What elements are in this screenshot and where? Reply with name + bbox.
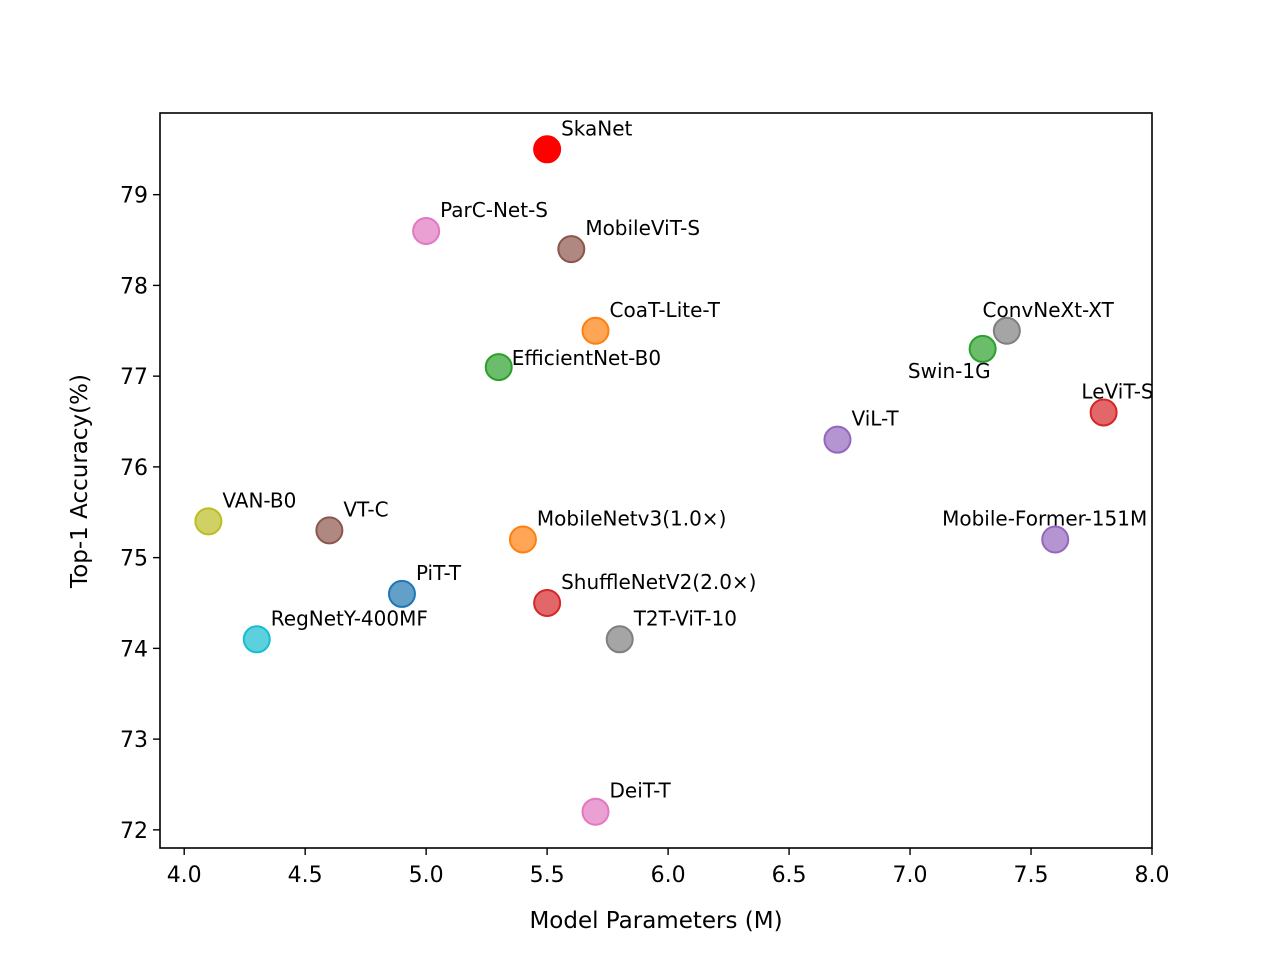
point-label: Swin-1G bbox=[908, 359, 991, 383]
data-point bbox=[581, 797, 610, 826]
y-axis-label: Top-1 Accuracy(%) bbox=[67, 374, 93, 589]
data-point bbox=[557, 235, 586, 264]
y-tick-label: 78 bbox=[120, 274, 148, 299]
point-label: PiT-T bbox=[416, 561, 462, 585]
data-point bbox=[484, 353, 513, 382]
x-tick-label: 4.0 bbox=[167, 863, 202, 888]
plot-frame bbox=[159, 112, 1153, 849]
point-label: T2T-ViT-10 bbox=[633, 606, 737, 630]
point-label: DeiT-T bbox=[610, 779, 672, 803]
point-label: VT-C bbox=[343, 497, 388, 521]
y-tick-label: 74 bbox=[120, 637, 148, 662]
point-label: ParC-Net-S bbox=[440, 198, 548, 222]
point-label: VAN-B0 bbox=[222, 488, 296, 512]
data-point bbox=[1089, 398, 1118, 427]
x-tick-label: 6.5 bbox=[772, 863, 807, 888]
x-tick-label: 7.5 bbox=[1014, 863, 1049, 888]
data-point bbox=[605, 625, 634, 654]
y-tick-label: 76 bbox=[120, 456, 148, 481]
data-point bbox=[412, 216, 441, 245]
data-point bbox=[581, 316, 610, 345]
point-label: MobileNetv3(1.0×) bbox=[537, 506, 726, 530]
data-point bbox=[242, 625, 271, 654]
data-point bbox=[315, 516, 344, 545]
x-tick-label: 8.0 bbox=[1135, 863, 1170, 888]
data-point bbox=[823, 425, 852, 454]
x-tick-label: 4.5 bbox=[288, 863, 323, 888]
x-tick-label: 5.5 bbox=[530, 863, 565, 888]
data-point bbox=[194, 507, 223, 536]
point-label: RegNetY-400MF bbox=[271, 606, 428, 630]
x-axis-label: Model Parameters (M) bbox=[529, 908, 782, 934]
y-tick-label: 79 bbox=[120, 184, 148, 209]
y-tick-label: 73 bbox=[120, 728, 148, 753]
data-point bbox=[508, 525, 537, 554]
y-tick-label: 75 bbox=[120, 547, 148, 572]
data-point bbox=[533, 589, 562, 617]
point-label: ConvNeXt-XT bbox=[983, 298, 1115, 322]
data-point bbox=[533, 135, 562, 164]
data-point bbox=[1041, 525, 1070, 554]
point-label: Mobile-Former-151M bbox=[942, 506, 1147, 530]
point-label: ViL-T bbox=[851, 407, 899, 431]
data-point bbox=[387, 579, 416, 608]
x-tick-label: 6.0 bbox=[651, 863, 686, 888]
x-tick-label: 5.0 bbox=[409, 863, 444, 888]
data-point bbox=[992, 316, 1021, 345]
y-tick-label: 72 bbox=[120, 819, 148, 844]
data-point bbox=[968, 334, 997, 363]
point-label: EfficientNet-B0 bbox=[512, 346, 661, 370]
point-label: LeViT-S bbox=[1081, 379, 1153, 403]
y-tick-label: 77 bbox=[120, 365, 148, 390]
x-tick-label: 7.0 bbox=[893, 863, 928, 888]
point-label: MobileViT-S bbox=[585, 216, 700, 240]
point-label: CoaT-Lite-T bbox=[610, 298, 721, 322]
point-label: ShuffleNetV2(2.0×) bbox=[561, 570, 756, 594]
point-label: SkaNet bbox=[561, 116, 632, 140]
